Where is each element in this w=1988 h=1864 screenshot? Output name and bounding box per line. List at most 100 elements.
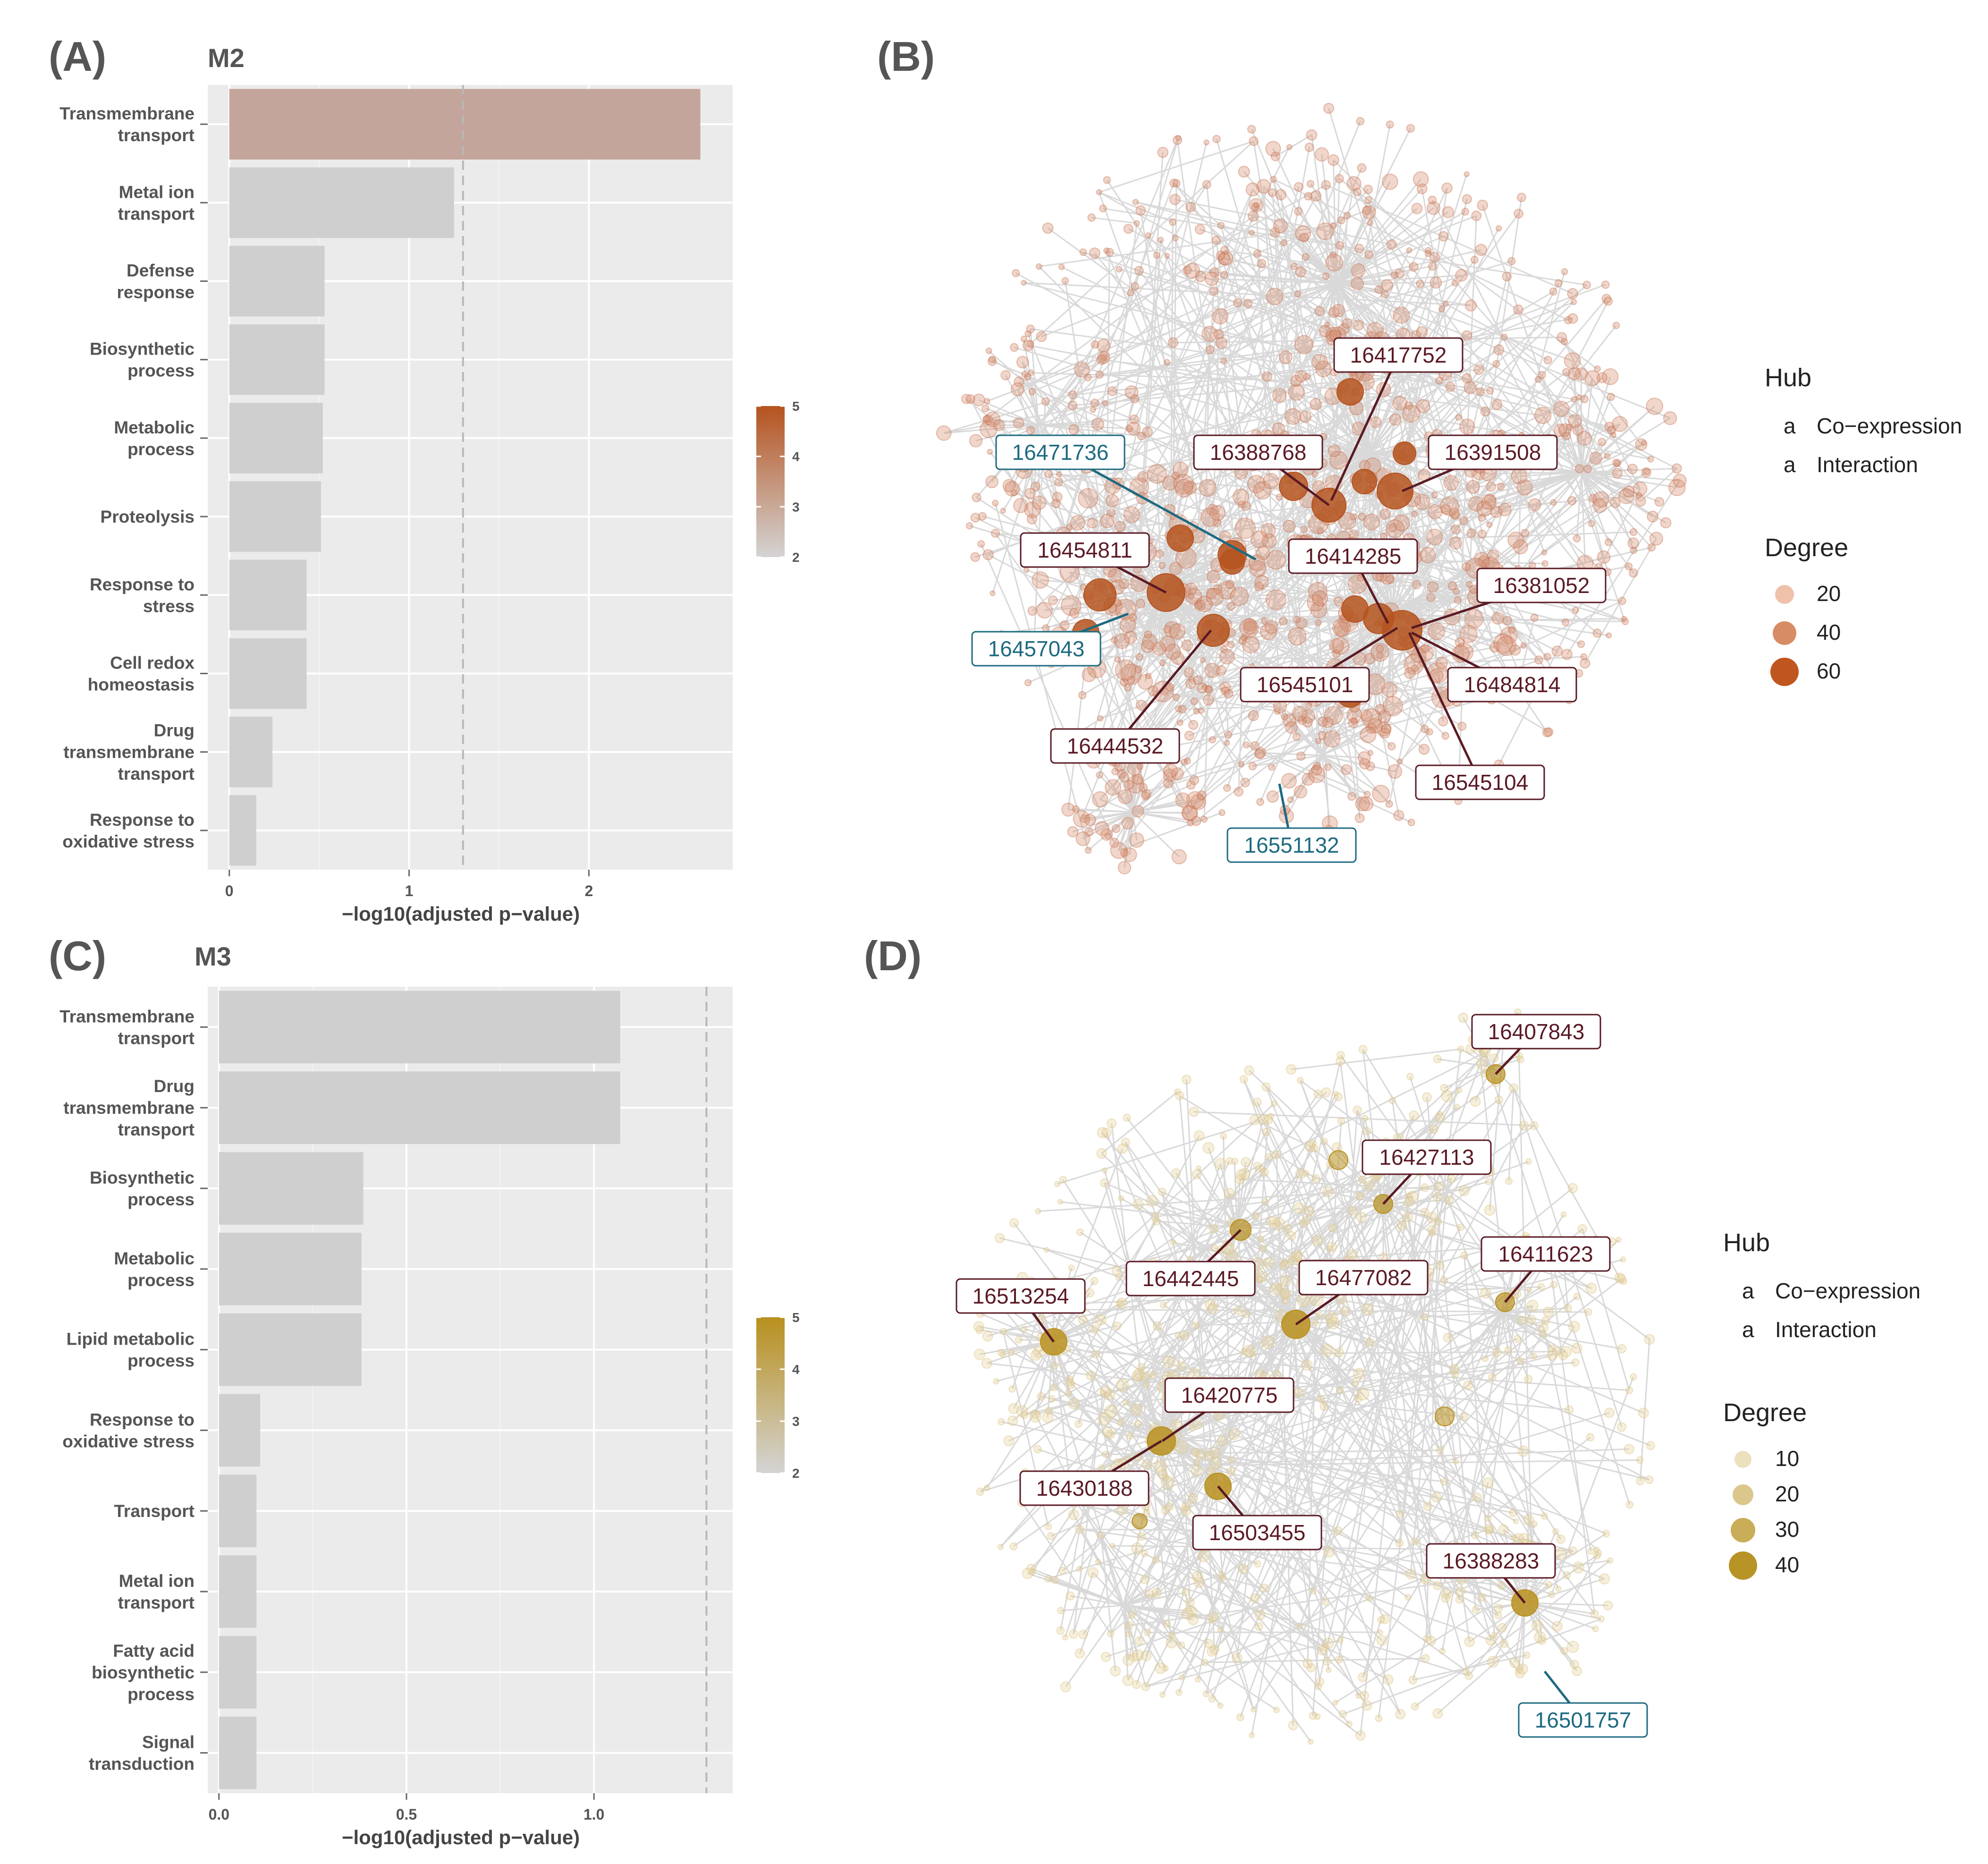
panel-letter-d: (D)	[864, 932, 922, 979]
network-node	[1192, 1169, 1202, 1179]
network-node	[1264, 620, 1278, 634]
edge	[1148, 1440, 1312, 1669]
category-label-line: transmembrane	[63, 1098, 195, 1118]
network-node	[1188, 1614, 1199, 1626]
network-node	[1365, 761, 1375, 771]
edge	[1484, 1312, 1502, 1359]
edge	[1498, 488, 1641, 765]
network-node	[1601, 280, 1610, 289]
category-label-line: Lipid metabolic	[67, 1330, 195, 1349]
network-node	[1342, 318, 1353, 329]
network-node	[1576, 394, 1582, 400]
network-node	[1217, 581, 1236, 600]
network-node	[1230, 587, 1249, 606]
edge	[1017, 245, 1340, 390]
network-node	[1037, 1392, 1046, 1401]
network-node	[1500, 627, 1518, 644]
network-node	[1528, 498, 1541, 512]
network-node	[1315, 360, 1332, 377]
network-node	[1303, 373, 1311, 381]
network-node	[1381, 279, 1393, 292]
category-label: Response to stress	[90, 575, 195, 616]
network-node	[1594, 365, 1601, 373]
network-node	[1024, 488, 1036, 500]
network-node	[1379, 1252, 1388, 1262]
category-label-line: Metal ion	[119, 1571, 195, 1591]
edge	[1222, 1136, 1232, 1472]
edge	[1132, 811, 1180, 857]
category-label: Metabolic process	[114, 418, 195, 459]
edge	[1305, 416, 1370, 454]
hub-label: 16551132	[1244, 833, 1339, 857]
network-node	[1406, 247, 1413, 254]
edge	[1132, 756, 1135, 813]
network-node	[1624, 1443, 1634, 1455]
edge	[1198, 442, 1644, 803]
network-node	[1495, 225, 1502, 232]
colorbar-label: 2	[792, 1466, 800, 1481]
network-node	[1359, 1690, 1370, 1701]
network-node	[1219, 1575, 1227, 1582]
network-node	[1364, 1180, 1374, 1191]
network-node	[1213, 518, 1222, 527]
edge	[1035, 140, 1178, 487]
network-node	[1100, 1178, 1109, 1187]
network-node	[1014, 376, 1025, 388]
network-node	[1442, 206, 1455, 219]
network-node	[1526, 1299, 1539, 1312]
edge	[1155, 1201, 1266, 1218]
edge	[1027, 333, 1151, 642]
network-node	[1087, 213, 1096, 222]
network-node	[1382, 173, 1398, 190]
edge	[1133, 773, 1178, 813]
network-node	[1280, 239, 1287, 246]
network-node	[1409, 1110, 1419, 1121]
network-node	[1526, 1314, 1536, 1325]
network-node	[1078, 1315, 1088, 1325]
network-node	[1306, 129, 1318, 141]
network-node	[1388, 523, 1397, 532]
network-node	[1168, 1631, 1175, 1638]
network-node	[1127, 1610, 1136, 1619]
network-node	[1424, 250, 1432, 257]
hub-node	[1352, 469, 1377, 494]
network-node	[1217, 1435, 1228, 1447]
network-node	[1295, 266, 1306, 278]
network-node	[1114, 600, 1122, 607]
network-node	[1584, 370, 1601, 386]
network-node	[1440, 1276, 1448, 1284]
network-node	[1172, 179, 1181, 187]
network-node	[1168, 562, 1182, 576]
edges	[978, 1012, 1651, 1742]
network-node	[1260, 623, 1277, 640]
network-node	[1367, 750, 1374, 756]
network-node	[1028, 369, 1034, 376]
network-node	[1355, 796, 1370, 812]
edge	[1565, 372, 1634, 551]
category-label-line: Response to	[90, 810, 195, 830]
network-node	[1107, 386, 1117, 396]
bar	[229, 246, 325, 317]
network-node	[1294, 207, 1303, 216]
network-node	[1238, 1564, 1248, 1574]
edge	[1283, 242, 1400, 816]
network-node	[1061, 803, 1075, 817]
bar	[229, 716, 273, 788]
network-node	[978, 512, 987, 521]
network-node	[1141, 1650, 1152, 1661]
hub-node	[1337, 378, 1364, 406]
edge	[1041, 1396, 1177, 1426]
network-node	[1317, 1395, 1325, 1403]
network-node	[1440, 1477, 1448, 1486]
network-node	[1584, 1308, 1592, 1316]
network-node	[1487, 1656, 1499, 1668]
edge	[988, 424, 1039, 430]
edge	[1500, 1312, 1535, 1357]
hub-label: 16471736	[1012, 440, 1109, 465]
network-node	[1408, 1675, 1418, 1685]
network-node	[1332, 304, 1345, 317]
network-node	[1328, 306, 1340, 318]
network-node	[1454, 1104, 1461, 1110]
network-node	[1129, 832, 1144, 848]
